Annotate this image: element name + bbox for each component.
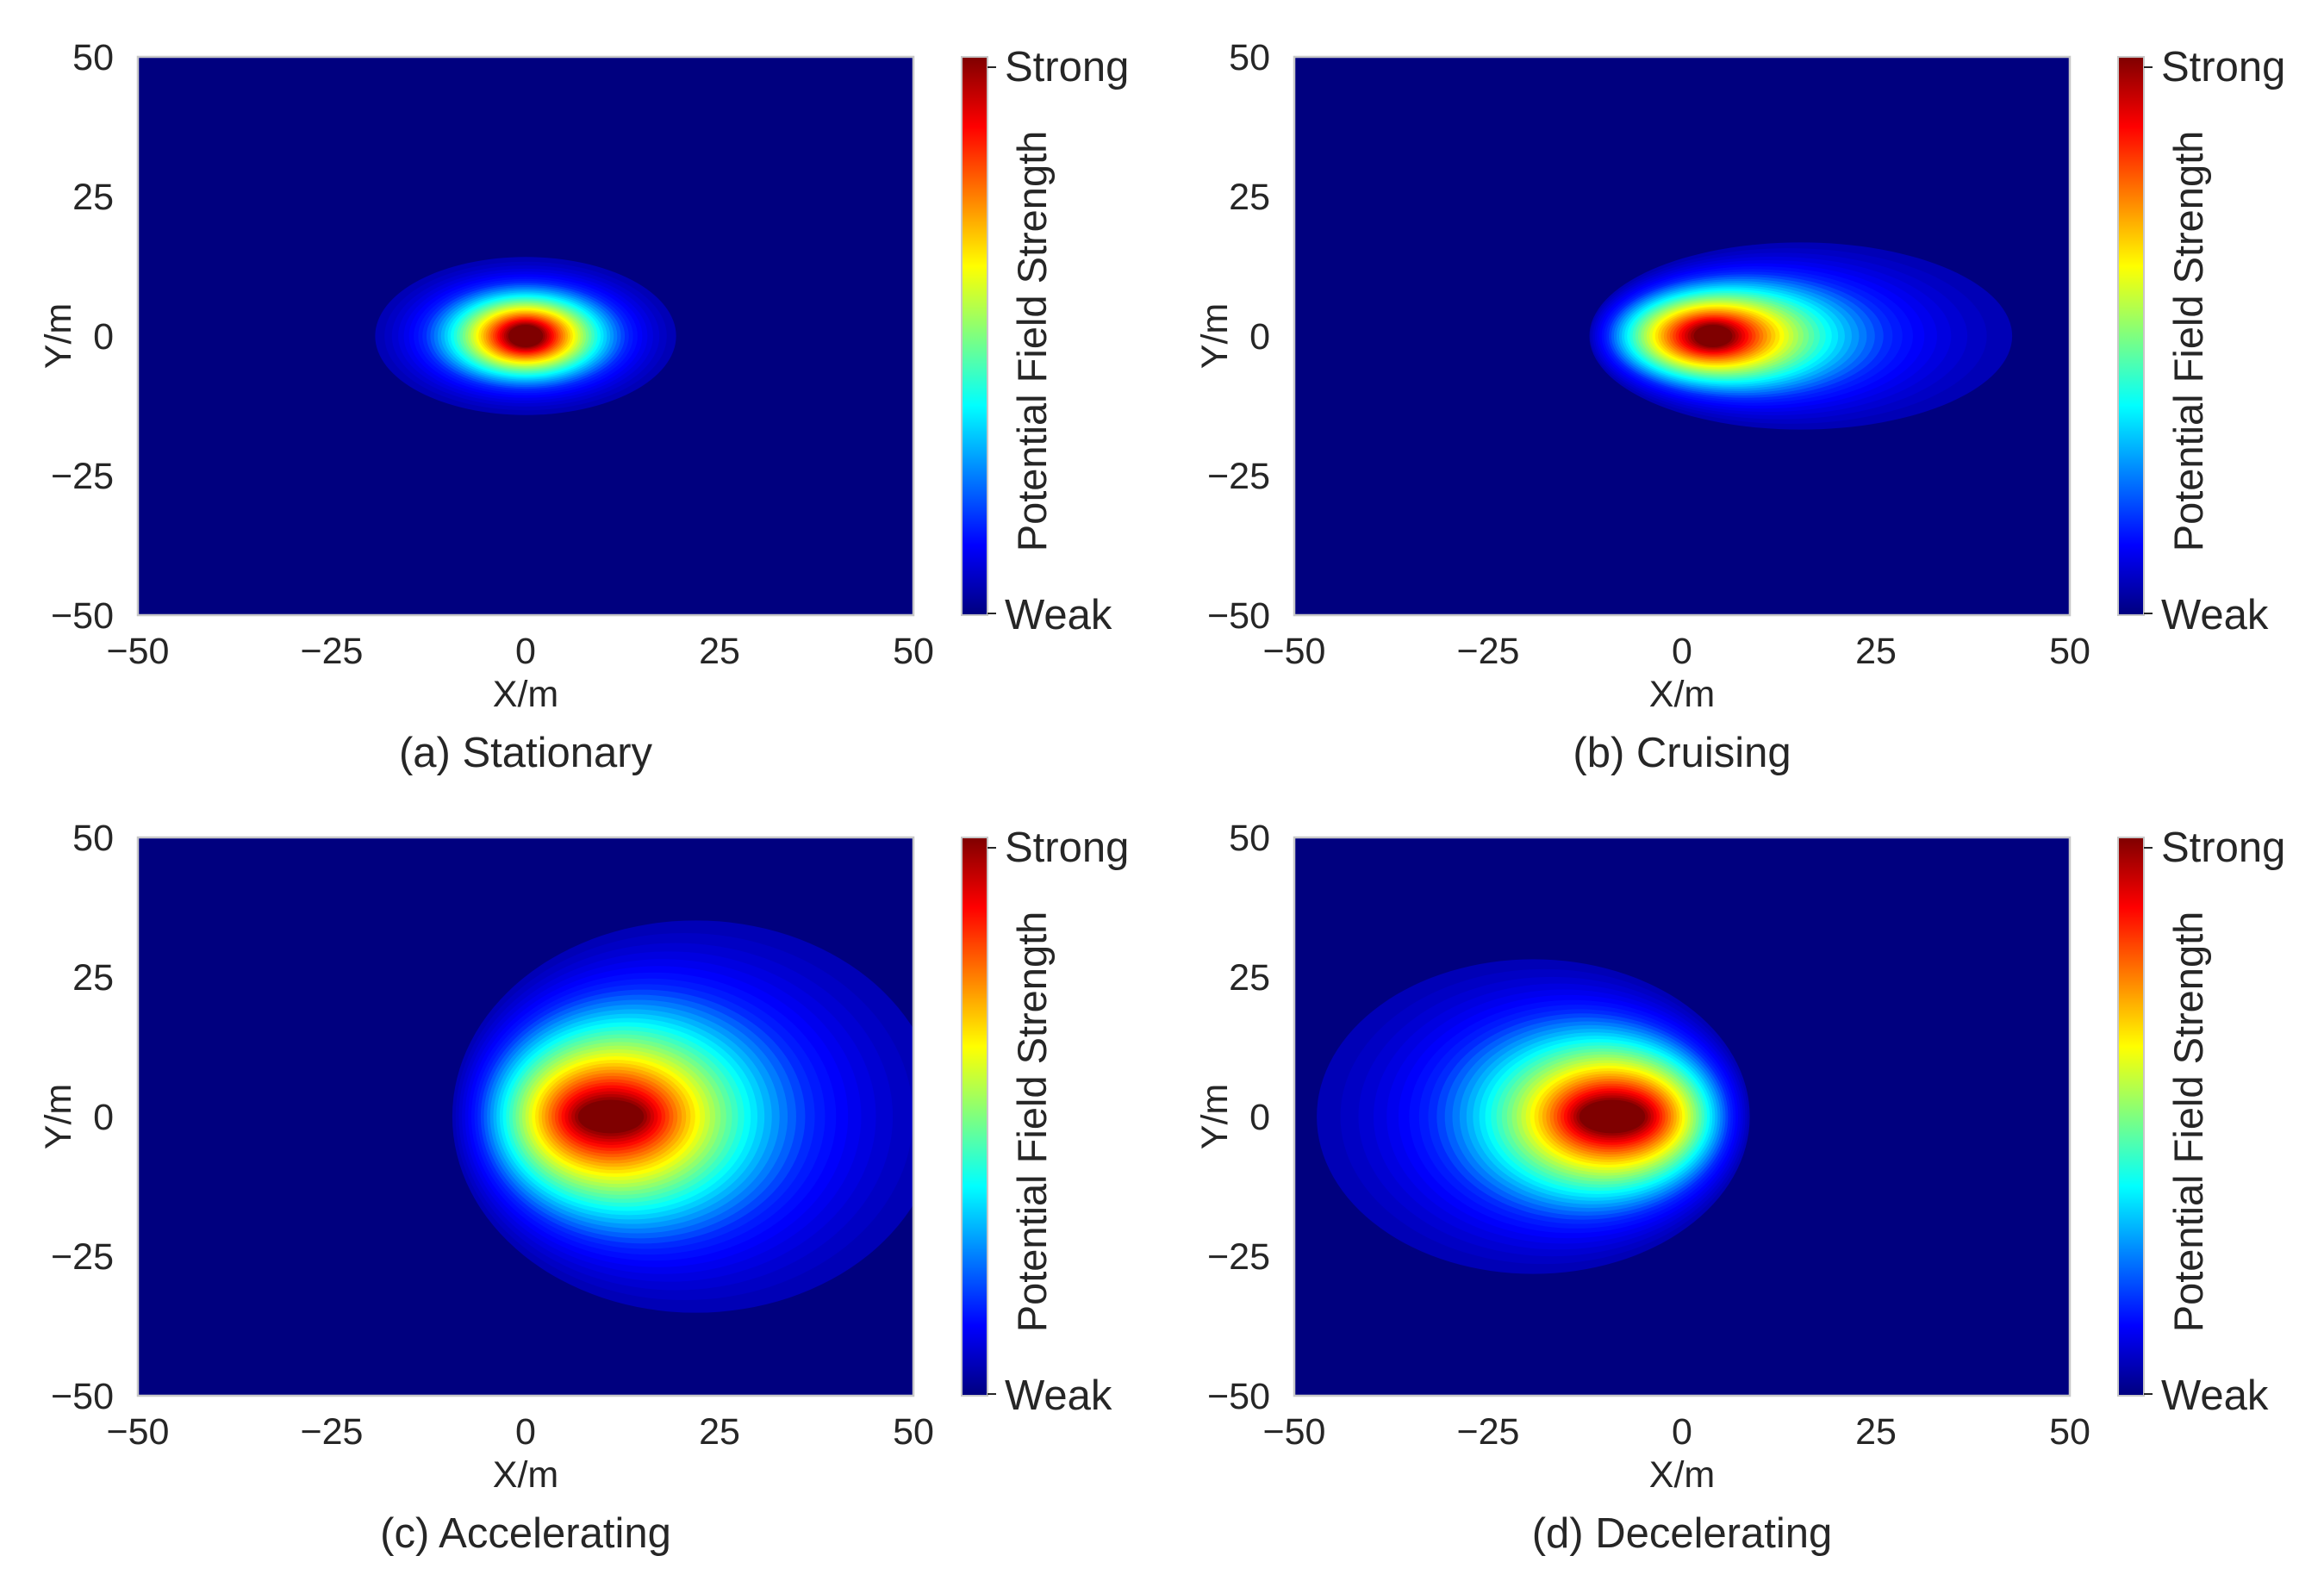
colorbar-label: Potential Field Strength	[1009, 131, 1055, 552]
y-axis-label: Y/m	[1194, 1084, 1236, 1149]
x-tick-label: 0	[1672, 1411, 1692, 1453]
x-tick-label: 25	[699, 1411, 740, 1453]
plot-frame	[1293, 836, 2072, 1397]
y-axis-label: Y/m	[1194, 303, 1236, 369]
contour-field	[1317, 959, 1750, 1274]
y-tick-label: 25	[1229, 177, 1270, 218]
x-tick-label: −50	[107, 631, 170, 672]
contour-field	[1589, 242, 2013, 430]
x-tick-label: 50	[893, 1411, 934, 1453]
x-tick-label: 50	[2049, 1411, 2090, 1453]
x-tick-label: 25	[699, 631, 740, 672]
x-axis-label: X/m	[1649, 674, 1715, 715]
chart-panel-1: −50 −25 0 25 50 −50 −25 0 25 50 X/m Y/m (a) Stationa…	[38, 37, 1129, 776]
x-axis-label: X/m	[1649, 1454, 1715, 1496]
y-tick-label: −25	[1207, 456, 1270, 497]
colorbar-high-label: Strong	[2161, 825, 2285, 871]
y-tick-label: −50	[1207, 595, 1270, 637]
x-tick-label: 25	[1855, 631, 1897, 672]
y-tick-label: −50	[51, 1376, 114, 1417]
contour-field	[375, 257, 676, 415]
colorbar-low-label: Weak	[1005, 1372, 1112, 1419]
colorbar-frame	[2117, 837, 2145, 1397]
panel-caption: (a) Stationary	[399, 730, 653, 776]
chart-panel-4: −50 −25 0 25 50 −50 −25 0 25 50 X/m Y/m (d) Decelera…	[1194, 818, 2285, 1557]
x-tick-label: 50	[893, 631, 934, 672]
colorbar-low-label: Weak	[2161, 592, 2269, 638]
contour-field	[452, 920, 913, 1313]
colorbar	[962, 837, 988, 1396]
colorbar-frame	[961, 837, 988, 1397]
y-tick-label: 0	[93, 316, 114, 358]
x-tick-label: 0	[515, 1411, 536, 1453]
x-tick-label: 0	[1672, 631, 1692, 672]
y-tick-label: 25	[72, 177, 114, 218]
colorbar-high-label: Strong	[2161, 44, 2285, 90]
x-axis-label: X/m	[493, 674, 558, 715]
y-tick-label: 25	[1229, 957, 1270, 999]
y-tick-label: 50	[1229, 37, 1270, 78]
contour-level	[508, 325, 544, 347]
x-tick-label: 0	[515, 631, 536, 672]
colorbar	[2118, 57, 2144, 615]
x-axis-label: X/m	[493, 1454, 558, 1496]
y-tick-label: −50	[1207, 1376, 1270, 1417]
colorbar	[962, 57, 988, 615]
contour-level	[577, 1099, 645, 1134]
y-tick-label: −50	[51, 595, 114, 637]
y-tick-label: −25	[51, 1236, 114, 1278]
panel-caption: (b) Cruising	[1573, 730, 1791, 776]
y-tick-label: 50	[72, 818, 114, 859]
x-tick-label: −25	[301, 1411, 364, 1453]
contour-level	[1579, 1099, 1646, 1134]
x-tick-label: −50	[1263, 1411, 1326, 1453]
colorbar-high-label: Strong	[1005, 825, 1129, 871]
y-tick-label: 25	[72, 957, 114, 999]
contour-level	[1693, 325, 1733, 347]
x-tick-label: −25	[1457, 1411, 1520, 1453]
plot-frame	[136, 55, 915, 617]
colorbar-low-label: Weak	[1005, 592, 1112, 638]
chart-panel-3: −50 −25 0 25 50 −50 −25 0 25 50 X/m Y/m (c) Accelera…	[38, 818, 1129, 1557]
colorbar-label: Potential Field Strength	[2165, 912, 2211, 1333]
colorbar-high-label: Strong	[1005, 44, 1129, 90]
y-tick-label: 50	[1229, 818, 1270, 859]
y-axis-label: Y/m	[38, 303, 79, 369]
y-axis-label: Y/m	[38, 1084, 79, 1149]
colorbar-low-label: Weak	[2161, 1372, 2269, 1419]
y-tick-label: −25	[51, 456, 114, 497]
x-tick-label: −25	[1457, 631, 1520, 672]
y-tick-label: −25	[1207, 1236, 1270, 1278]
colorbar	[2118, 837, 2144, 1396]
y-tick-label: 0	[93, 1097, 114, 1138]
x-tick-label: −50	[1263, 631, 1326, 672]
colorbar-label: Potential Field Strength	[2165, 131, 2211, 552]
panel-caption: (d) Decelerating	[1532, 1510, 1833, 1557]
panel-caption: (c) Accelerating	[380, 1510, 671, 1557]
plot-frame	[136, 836, 915, 1397]
colorbar-frame	[961, 56, 988, 616]
chart-panel-2: −50 −25 0 25 50 −50 −25 0 25 50 X/m Y/m (b) Cruising…	[1194, 37, 2285, 776]
x-tick-label: −50	[107, 1411, 170, 1453]
y-tick-label: 50	[72, 37, 114, 78]
plot-frame	[1293, 55, 2072, 617]
colorbar-label: Potential Field Strength	[1009, 912, 1055, 1333]
colorbar-frame	[2117, 56, 2145, 616]
x-tick-label: 25	[1855, 1411, 1897, 1453]
x-tick-label: 50	[2049, 631, 2090, 672]
x-tick-label: −25	[301, 631, 364, 672]
y-tick-label: 0	[1249, 1097, 1270, 1138]
y-tick-label: 0	[1249, 316, 1270, 358]
